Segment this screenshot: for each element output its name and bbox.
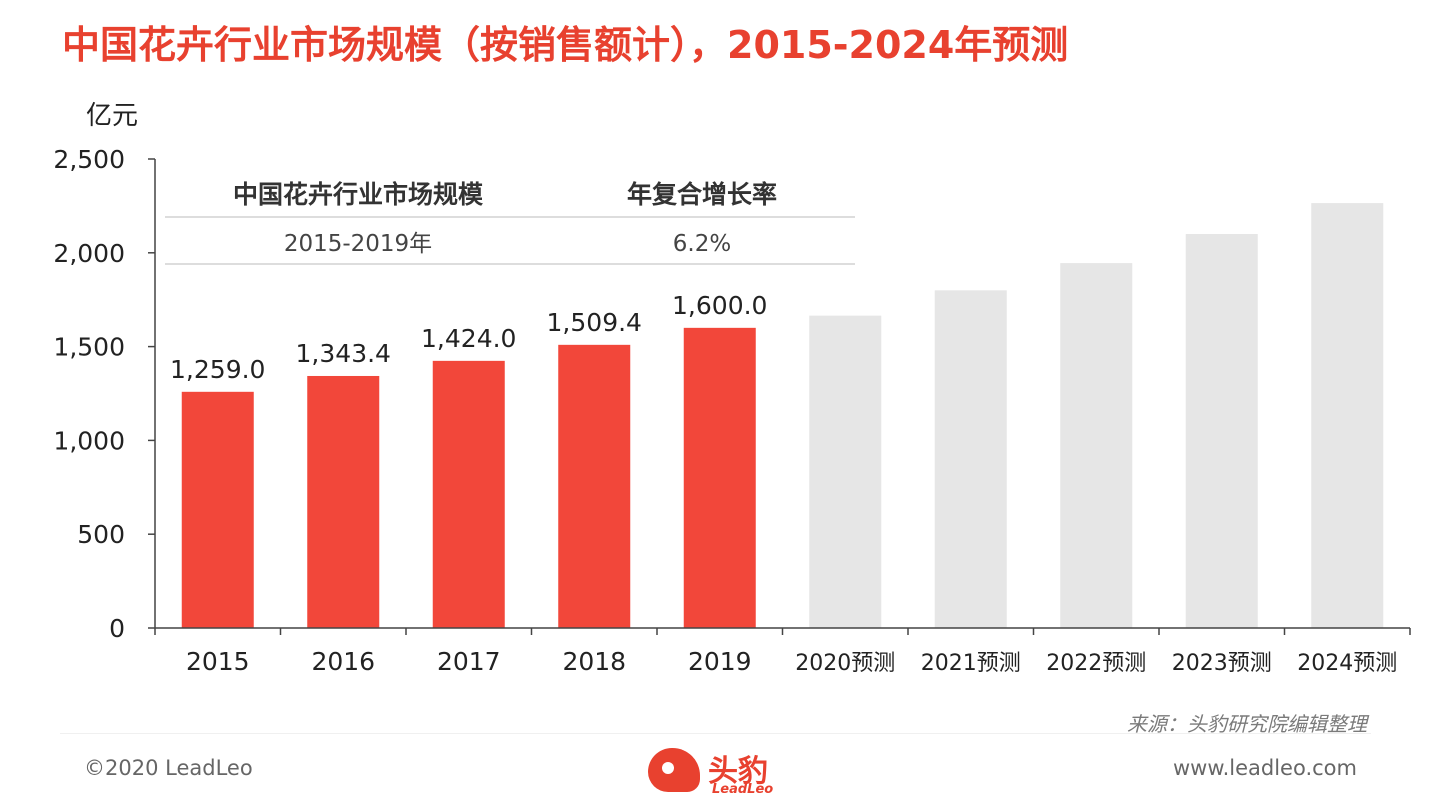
y-tick-label-2000: 2,000: [53, 239, 125, 268]
leopard-icon: [648, 748, 700, 792]
axis-layer: [148, 158, 1411, 635]
inset-table: 中国花卉行业市场规模 年复合增长率 2015-2019年 6.2%: [165, 180, 855, 265]
inset-cagr-value: 6.2%: [673, 231, 731, 257]
bar-2017: [432, 360, 505, 628]
bar-2015: [181, 391, 254, 628]
x-tick-label-2015: 2015: [186, 647, 250, 676]
bar-chart: 1,259.0 1,343.4 1,424.0 1,509.4 1,600.0 0 500 1…: [53, 101, 1411, 676]
bar-2022预测: [1060, 263, 1133, 628]
bar-2016: [307, 375, 380, 628]
source-note: 来源：头豹研究院编辑整理: [1127, 712, 1367, 736]
y-tick-label-1500: 1,500: [53, 333, 125, 362]
bar-2018: [558, 344, 631, 628]
value-label-2016: 1,343.4: [296, 339, 391, 368]
value-label-2019: 1,600.0: [672, 291, 767, 320]
value-label-2017: 1,424.0: [421, 324, 516, 353]
bars-layer: [181, 203, 1384, 629]
x-tick-label-2023预测: 2023预测: [1172, 651, 1272, 676]
inset-header-cagr: 年复合增长率: [627, 180, 777, 209]
labels-layer: 1,259.0 1,343.4 1,424.0 1,509.4 1,600.0 0 500 1…: [53, 101, 1397, 676]
x-tick-label-2016: 2016: [311, 647, 375, 676]
y-tick-label-0: 0: [109, 614, 125, 643]
bar-2021预测: [934, 290, 1007, 628]
x-tick-label-2022预测: 2022预测: [1046, 651, 1146, 676]
bar-2019: [683, 327, 756, 628]
logo-cn-text: 头豹: [708, 754, 768, 789]
y-tick-label-1000: 1,000: [53, 426, 125, 455]
x-tick-label-2024预测: 2024预测: [1297, 651, 1397, 676]
bar-2023预测: [1185, 234, 1258, 629]
leadleo-logo: 头豹 LeadLeo: [648, 744, 788, 800]
inset-header-market-size: 中国花卉行业市场规模: [233, 180, 484, 209]
inset-period: 2015-2019年: [284, 231, 432, 257]
y-unit-label: 亿元: [86, 101, 138, 131]
copyright-text: ©2020 LeadLeo: [84, 756, 253, 780]
x-tick-label-2018: 2018: [562, 647, 626, 676]
x-tick-label-2021预测: 2021预测: [921, 651, 1021, 676]
footer-divider: [60, 733, 1371, 734]
x-tick-label-2017: 2017: [437, 647, 501, 676]
website-text: www.leadleo.com: [1173, 756, 1357, 780]
bar-2020预测: [809, 315, 882, 628]
value-label-2018: 1,509.4: [547, 308, 642, 337]
x-tick-label-2019: 2019: [688, 647, 752, 676]
logo-en-text: LeadLeo: [712, 782, 774, 797]
y-tick-label-2500: 2,500: [53, 145, 125, 174]
bar-2024预测: [1311, 203, 1384, 628]
y-tick-label-500: 500: [77, 520, 125, 549]
value-label-2015: 1,259.0: [170, 355, 265, 384]
x-tick-label-2020预测: 2020预测: [795, 651, 895, 676]
page-title: 中国花卉行业市场规模（按销售额计），2015-2024年预测: [62, 23, 1069, 67]
